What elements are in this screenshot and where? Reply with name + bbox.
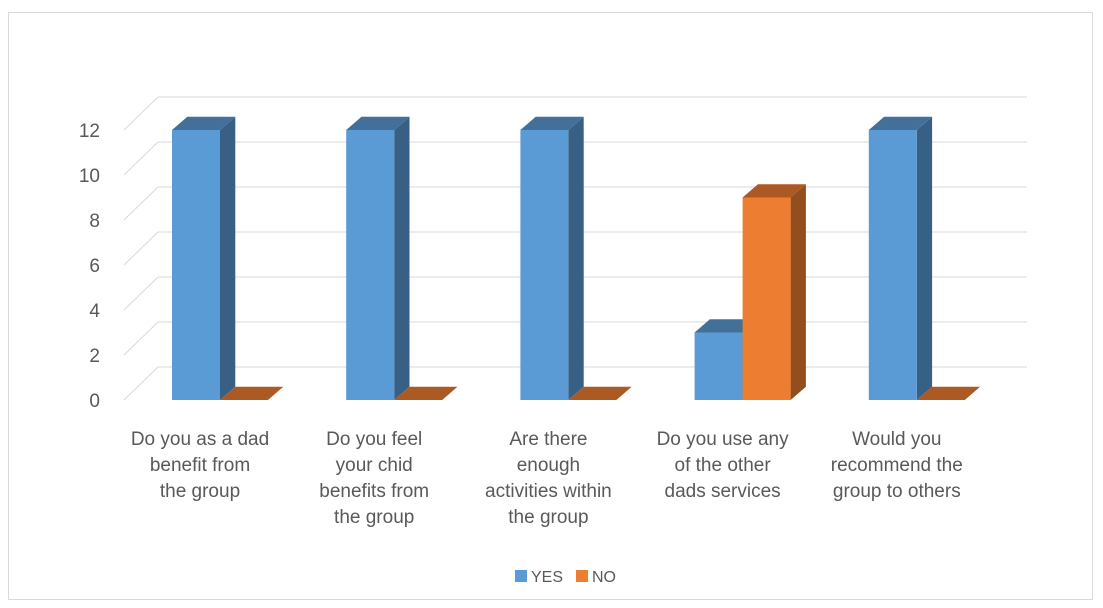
legend-swatch: [515, 570, 527, 582]
bar-side: [568, 116, 584, 401]
category-label-line: benefits from: [319, 481, 429, 502]
bar-front: [868, 130, 917, 400]
bar-no-1: [220, 386, 284, 400]
category-label-line: Do you feel: [326, 429, 422, 450]
bar-top: [868, 116, 933, 130]
gridline-side: [123, 321, 159, 356]
category-label-line: the group: [334, 507, 414, 528]
category-label-line: of the other: [675, 455, 772, 476]
bar-yes-3: [520, 116, 584, 401]
y-axis-ticks: 0 2 4 6 8 10 12: [79, 121, 101, 412]
bar-top: [172, 116, 236, 130]
gridline-side: [123, 231, 159, 266]
legend-swatch: [576, 570, 588, 582]
y-tick-label: 10: [79, 166, 100, 187]
bar-front: [694, 332, 743, 400]
y-tick-label: 8: [89, 211, 100, 232]
category-label-line: group to others: [833, 481, 961, 502]
bar-top: [220, 386, 284, 400]
category-label-line: Do you as a dad: [131, 429, 269, 450]
bar-no-5: [916, 386, 981, 400]
category-label-line: Do you use any: [657, 429, 790, 450]
bar-front: [346, 130, 395, 400]
bar-front: [742, 197, 791, 400]
bar-top: [742, 184, 806, 198]
bar-top: [568, 386, 632, 400]
legend: YES NO: [515, 569, 616, 586]
category-label: Do you as a dad benefit from the group: [131, 429, 269, 502]
gridline-side: [123, 276, 159, 311]
gridline-side: [123, 141, 159, 176]
legend-item-no: NO: [576, 569, 616, 586]
bar-yes-1: [172, 116, 236, 401]
category-label-line: dads services: [665, 481, 781, 502]
bars: [172, 116, 981, 401]
bar-no-3: [568, 386, 632, 400]
bar-top: [694, 319, 758, 333]
bar-side: [916, 116, 933, 401]
bar-top: [394, 386, 458, 400]
y-tick-label: 6: [89, 256, 100, 277]
category-label-line: your chid: [336, 455, 413, 476]
legend-item-yes: YES: [515, 569, 563, 586]
category-label-line: recommend the: [831, 455, 963, 476]
category-label: Would you recommend the group to others: [831, 429, 963, 502]
gridline-side: [123, 366, 159, 401]
category-label-line: the group: [508, 507, 588, 528]
y-tick-label: 2: [89, 346, 100, 367]
bar-no-2: [394, 386, 458, 400]
category-label-line: activities within: [485, 481, 612, 502]
bar-no-4: [742, 184, 806, 400]
bar-top: [916, 386, 981, 400]
category-label: Are there enough activities within the grou…: [485, 429, 612, 528]
bar-yes-2: [346, 116, 410, 401]
category-label-line: enough: [517, 455, 580, 476]
legend-label: NO: [592, 569, 616, 586]
gridline-side: [123, 96, 159, 131]
category-label: Do you feel your chid benefits from the gro…: [319, 429, 429, 528]
bar-side: [790, 184, 806, 400]
bar-front: [520, 130, 569, 400]
y-tick-label: 0: [89, 391, 100, 412]
legend-label: YES: [531, 569, 563, 586]
bar-side: [394, 116, 410, 401]
y-tick-label: 4: [89, 301, 100, 322]
category-label-line: benefit from: [150, 455, 250, 476]
bar-top: [346, 116, 410, 130]
y-tick-label: 12: [79, 121, 100, 142]
category-label-line: Would you: [852, 429, 941, 450]
bar-front: [172, 130, 220, 400]
bar-yes-5: [868, 116, 933, 401]
category-label: Do you use any of the other dads services: [657, 429, 790, 502]
gridline-side: [123, 186, 159, 221]
bar-top: [520, 116, 584, 130]
bar-side: [220, 116, 236, 401]
category-label-line: Are there: [509, 429, 587, 450]
category-label-line: the group: [160, 481, 240, 502]
